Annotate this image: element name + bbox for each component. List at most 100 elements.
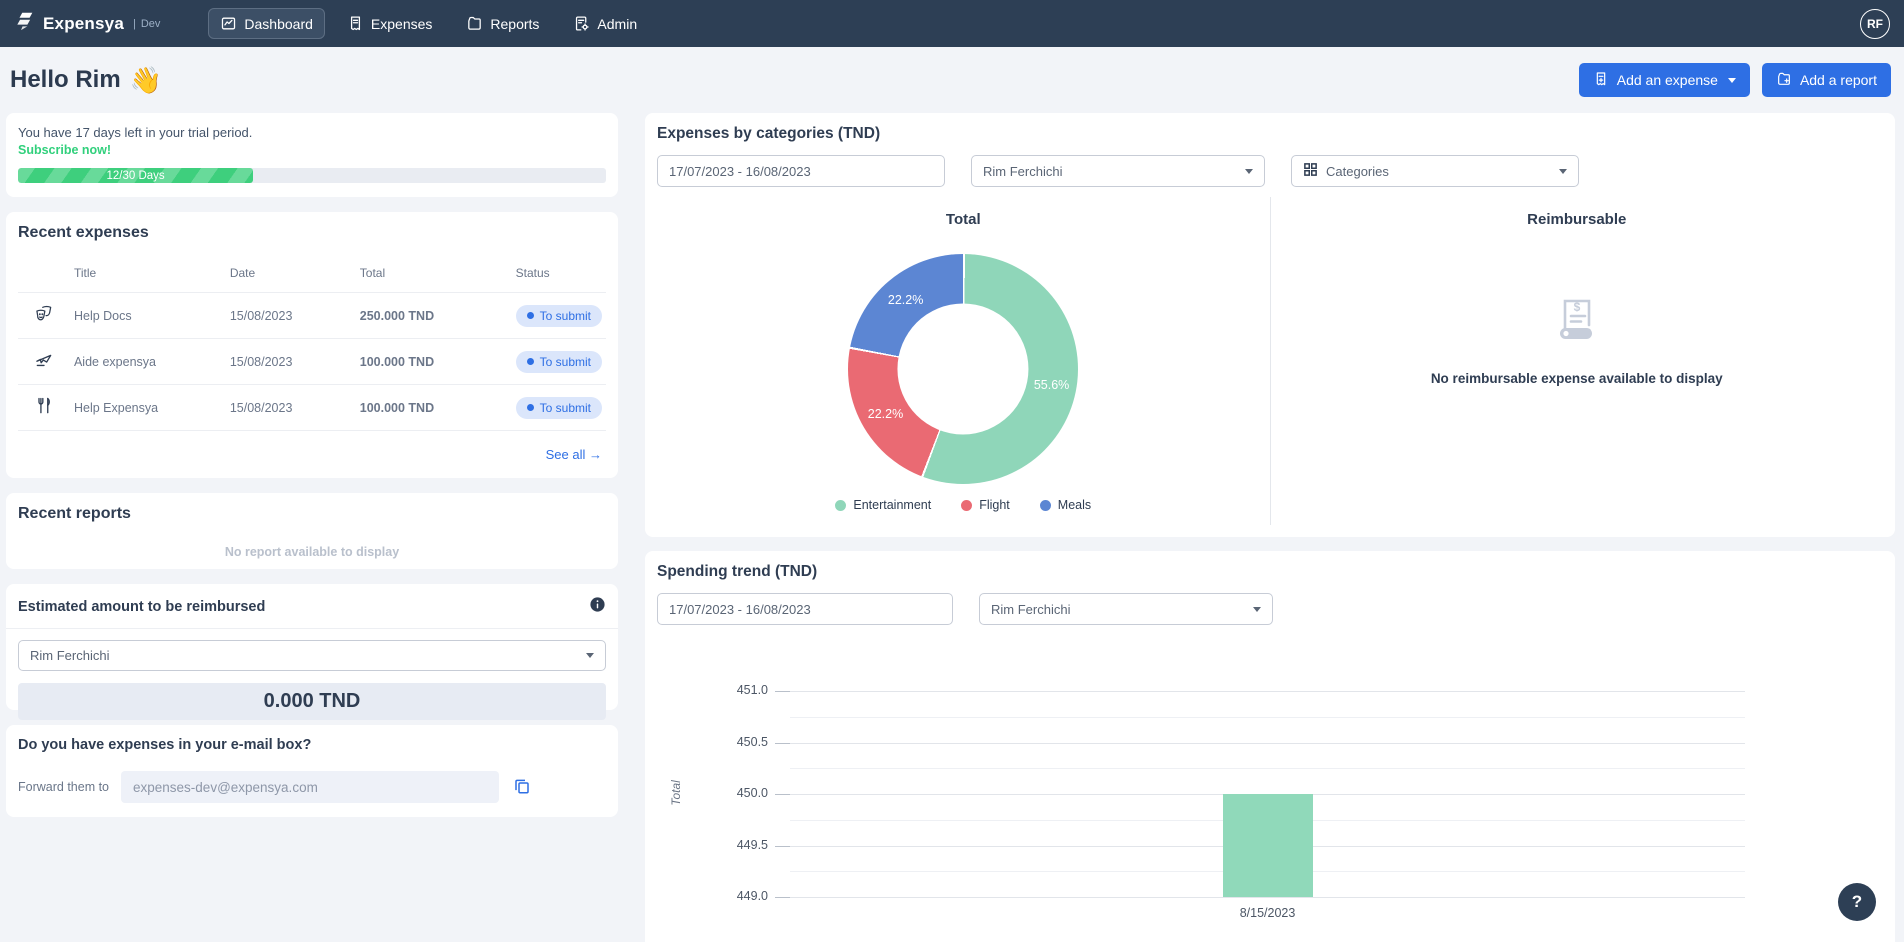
recent-reports-title: Recent reports xyxy=(18,505,131,522)
axis-tick xyxy=(775,794,790,795)
copy-email-button[interactable] xyxy=(511,775,533,800)
trial-progress-label: 12/30 Days xyxy=(106,169,165,182)
col-header-status: Status xyxy=(515,266,550,280)
nav-tab-label: Reports xyxy=(490,15,540,32)
legend-dot xyxy=(835,499,847,511)
legend-item[interactable]: Entertainment xyxy=(835,498,931,512)
y-tick-label: 450.5 xyxy=(736,734,768,749)
y-tick-label: 449.0 xyxy=(736,889,768,903)
email-card-title: Do you have expenses in your e-mail box? xyxy=(18,737,312,753)
categories-user-select[interactable]: Rim Ferchichi xyxy=(971,155,1265,187)
nav-tab-admin[interactable]: Admin xyxy=(561,8,649,39)
col-header-date: Date xyxy=(229,266,256,280)
nav-tab-label: Dashboard xyxy=(244,15,313,32)
chevron-down-icon xyxy=(586,653,594,658)
arrow-right-icon: → xyxy=(589,447,602,462)
donut-slice-label: 22.2% xyxy=(887,293,924,308)
folder-icon xyxy=(466,15,483,32)
spending-trend-chart: 449.0 449.5 450.0 450.5 451.0 8/15/2023 Total xyxy=(657,625,1883,942)
chevron-down-icon xyxy=(1245,168,1253,174)
donut-slice-label: 55.6% xyxy=(1033,377,1070,392)
add-report-button[interactable]: Add a report xyxy=(1761,63,1891,97)
expensya-logo-icon xyxy=(14,10,36,37)
expense-title: Help Expensya xyxy=(69,384,226,431)
table-row[interactable]: Help Docs 15/08/2023 250.000 TND To subm… xyxy=(18,292,606,339)
help-button[interactable]: ? xyxy=(1838,883,1876,921)
expense-total: 100.000 TND xyxy=(355,384,512,431)
wave-emoji: 👋 xyxy=(129,64,163,95)
forward-email-value: expenses-dev@expensya.com xyxy=(121,771,500,803)
y-tick-label: 449.5 xyxy=(736,837,768,852)
expense-total: 100.000 TND xyxy=(355,338,512,385)
categories-filter-select[interactable]: Categories xyxy=(1291,155,1579,187)
recent-reports-card: Recent reports No report available to di… xyxy=(6,493,618,569)
legend-item[interactable]: Meals xyxy=(1039,498,1092,512)
legend-label: Flight xyxy=(979,498,1010,512)
info-icon[interactable] xyxy=(589,596,606,618)
brand[interactable]: Expensya | Dev xyxy=(14,10,160,37)
nav-tab-reports[interactable]: Reports xyxy=(454,8,551,39)
table-row[interactable]: Aide expensya 15/08/2023 100.000 TND To … xyxy=(18,338,606,385)
status-badge: To submit xyxy=(515,350,602,373)
chevron-down-icon xyxy=(1559,168,1567,174)
spending-date-range-input[interactable] xyxy=(657,593,953,625)
nav-tab-label: Admin xyxy=(597,15,638,32)
col-header-title: Title xyxy=(73,266,97,280)
recent-expenses-table: Title Date Total Status xyxy=(18,258,606,431)
dashboard-icon xyxy=(220,15,237,32)
see-all-link[interactable]: See all → xyxy=(545,447,602,462)
status-badge: To submit xyxy=(515,304,602,327)
user-avatar[interactable]: RF xyxy=(1860,8,1890,39)
page-title: Hello Rim 👋 xyxy=(10,64,163,95)
trial-progress-track: 12/30 Days xyxy=(18,168,606,183)
env-separator: | xyxy=(132,17,136,30)
spending-card-title: Spending trend (TND) xyxy=(657,563,818,580)
expense-date: 15/08/2023 xyxy=(225,338,356,385)
flight-icon xyxy=(34,354,54,373)
col-header-total: Total xyxy=(359,266,386,280)
nav-tab-dashboard[interactable]: Dashboard xyxy=(208,8,325,39)
axis-tick xyxy=(775,897,790,898)
legend-label: Entertainment xyxy=(853,498,932,512)
estimated-amount-value: 0.000 TND xyxy=(263,690,361,712)
expense-total: 250.000 TND xyxy=(355,292,512,339)
recent-expenses-title: Recent expenses xyxy=(18,224,149,241)
nav-tab-label: Expenses xyxy=(370,15,433,32)
nav-tab-expenses[interactable]: Expenses xyxy=(335,8,444,39)
axis-tick xyxy=(775,691,790,692)
reimbursable-empty-receipt-icon: $ xyxy=(1549,292,1605,353)
gridline xyxy=(790,716,1745,718)
donut-section-title: Total xyxy=(945,211,981,228)
gridline xyxy=(790,768,1745,770)
meals-icon xyxy=(34,397,54,419)
trend-plot: 449.0 449.5 450.0 450.5 451.0 8/15/2023 Total xyxy=(669,683,1745,920)
svg-text:$: $ xyxy=(1573,300,1580,314)
subscribe-link[interactable]: Subscribe now! xyxy=(18,143,112,157)
reimbursable-section-title: Reimbursable xyxy=(1527,211,1627,228)
gridline xyxy=(775,691,1745,692)
estimated-user-select[interactable]: Rim Ferchichi xyxy=(18,640,606,671)
legend-label: Meals xyxy=(1057,498,1092,512)
status-badge: To submit xyxy=(515,396,602,419)
admin-settings-icon xyxy=(573,15,590,32)
receipt-plus-icon xyxy=(1593,71,1609,90)
table-row[interactable]: Help Expensya 15/08/2023 100.000 TND To … xyxy=(18,384,606,431)
legend-dot xyxy=(1039,499,1051,511)
entertainment-icon xyxy=(34,305,54,327)
trial-card: You have 17 days left in your trial peri… xyxy=(6,113,618,197)
expense-title: Help Docs xyxy=(69,292,226,339)
axis-tick xyxy=(775,742,790,744)
trial-progress-fill: 12/30 Days xyxy=(18,168,254,183)
chevron-down-icon xyxy=(1727,77,1736,83)
expense-title: Aide expensya xyxy=(69,338,226,385)
trend-bar[interactable] xyxy=(1222,794,1313,897)
spending-user-select[interactable]: Rim Ferchichi xyxy=(979,593,1273,625)
categories-date-range-input[interactable] xyxy=(657,155,945,187)
forward-label: Forward them to xyxy=(18,780,110,794)
add-expense-button[interactable]: Add an expense xyxy=(1578,63,1750,97)
estimated-amount-card: Estimated amount to be reimbursed Rim Fe… xyxy=(6,584,618,720)
x-tick-label: 8/15/2023 xyxy=(1239,906,1296,920)
legend-item[interactable]: Flight xyxy=(961,498,1010,512)
top-navbar: Expensya | Dev Dashboard Expenses xyxy=(0,0,1904,47)
axis-tick xyxy=(775,845,790,847)
